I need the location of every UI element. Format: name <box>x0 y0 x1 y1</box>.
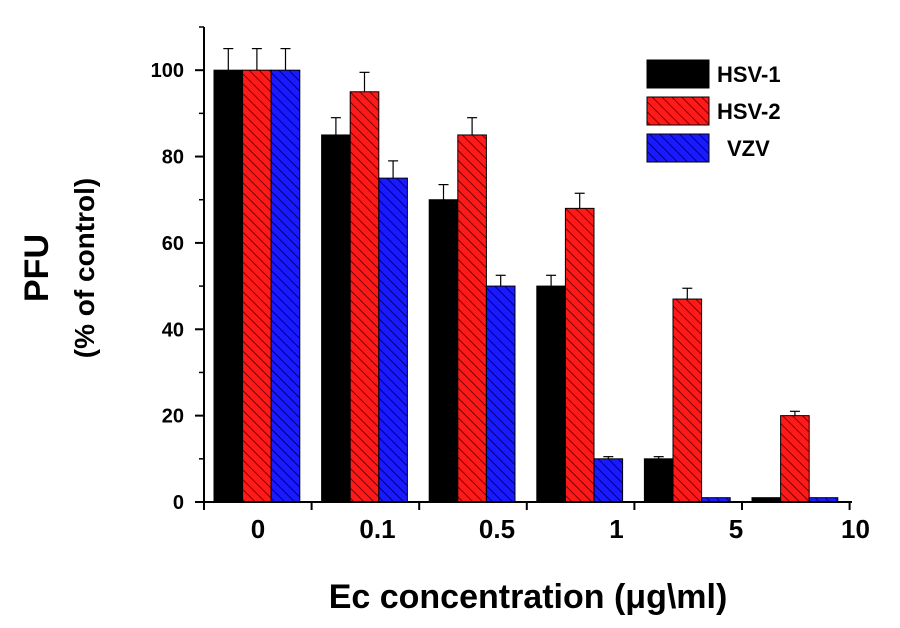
bar-hsv-2-10 <box>780 415 810 503</box>
legend-label-vzv: VZV <box>727 136 770 161</box>
error-bar-hsv-2-0.5 <box>467 117 478 135</box>
bar-vzv-1 <box>593 458 624 503</box>
legend-label-hsv-2: HSV-2 <box>717 99 781 124</box>
bar-hsv-1-0.1 <box>321 134 351 503</box>
bar-hsv-1-0.5 <box>428 199 459 503</box>
error-bar-hsv-1-1 <box>546 274 557 287</box>
y-tick-label-0: 0 <box>173 492 184 514</box>
error-bar-vzv-0 <box>280 47 291 71</box>
bar-hsv-1-1 <box>536 285 566 503</box>
y-tick-label-20: 20 <box>162 406 184 428</box>
legend: HSV-1 HSV-2 VZV <box>646 59 781 163</box>
x-axis-title: Ec concentration (μg\ml) <box>329 578 728 616</box>
error-bar-hsv-2-0 <box>251 47 262 71</box>
y-axis-title-line1: PFU <box>18 234 56 302</box>
x-tick-label-0: 0 <box>251 514 265 544</box>
error-bar-hsv-1-0 <box>223 47 234 71</box>
bar-hsv-2-0 <box>242 69 272 503</box>
x-tick-label-0.1: 0.1 <box>359 514 395 544</box>
x-tick-label-0.5: 0.5 <box>479 514 515 544</box>
error-bar-hsv-2-0.1 <box>359 71 370 92</box>
x-tick-label-10: 10 <box>841 514 870 544</box>
y-tick-label-40: 40 <box>162 319 184 341</box>
error-bar-hsv-1-0.1 <box>330 117 341 135</box>
x-tick-label-1: 1 <box>609 514 623 544</box>
y-tick-label-60: 60 <box>162 233 184 255</box>
y-tick-label-80: 80 <box>162 147 184 169</box>
error-bar-vzv-0.5 <box>495 274 506 287</box>
bar-vzv-0.1 <box>378 177 408 503</box>
bar-hsv-2-0.5 <box>457 134 487 503</box>
legend-label-hsv-1: HSV-1 <box>717 62 781 87</box>
bar-hsv-2-0.1 <box>349 91 380 503</box>
error-bar-hsv-2-10 <box>789 410 800 416</box>
error-bar-hsv-2-1 <box>574 192 585 209</box>
bar-vzv-0 <box>270 69 301 503</box>
x-tick-label-5: 5 <box>729 514 743 544</box>
bar-hsv-2-1 <box>564 207 595 503</box>
bar-hsv-2-5 <box>672 298 703 503</box>
bar-hsv-1-5 <box>643 458 674 503</box>
legend-swatch-hsv-1 <box>646 59 710 89</box>
error-bar-hsv-1-0.5 <box>438 184 449 200</box>
legend-swatch-hsv-2 <box>646 96 710 126</box>
y-axis-title-line2: (% of control) <box>69 178 100 358</box>
bar-vzv-0.5 <box>485 285 516 503</box>
error-bar-vzv-0.1 <box>388 160 399 179</box>
error-bar-hsv-2-5 <box>682 287 693 300</box>
error-bar-vzv-1 <box>603 456 614 459</box>
error-bar-hsv-1-5 <box>653 456 664 459</box>
y-tick-label-100: 100 <box>151 60 184 82</box>
legend-swatch-vzv <box>646 133 710 163</box>
bar-hsv-1-0 <box>213 69 244 503</box>
